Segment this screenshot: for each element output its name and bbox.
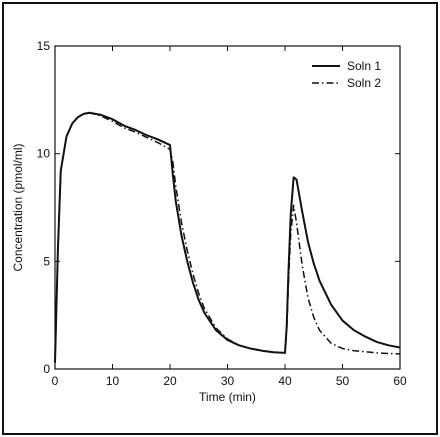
y-tick-label: 0	[43, 362, 50, 376]
x-tick-label: 30	[221, 374, 235, 388]
plot-box	[54, 45, 401, 370]
legend-label-1: Soln 1	[347, 59, 381, 73]
x-tick-label: 10	[106, 374, 120, 388]
y-axis-label: Concentration (pmol/ml)	[11, 143, 25, 271]
legend-label-2: Soln 2	[347, 76, 381, 90]
x-tick-label: 60	[393, 374, 407, 388]
y-tick-label: 10	[37, 147, 51, 161]
series-line-1	[54, 111, 401, 363]
x-tick-label: 50	[336, 374, 350, 388]
x-axis-label: Time (min)	[199, 390, 256, 404]
series-layer	[54, 111, 401, 363]
y-tick-label: 5	[43, 254, 50, 268]
x-tick-label: 40	[278, 374, 292, 388]
legend: Soln 1 Soln 2	[312, 59, 381, 90]
y-tick-label: 15	[37, 39, 51, 53]
x-tick-label: 20	[163, 374, 177, 388]
x-tick-label: 0	[52, 374, 59, 388]
series-line-2	[54, 112, 401, 363]
plot-axes: 0 10 20 30 40 50 60 0 5 10 15	[37, 39, 407, 388]
